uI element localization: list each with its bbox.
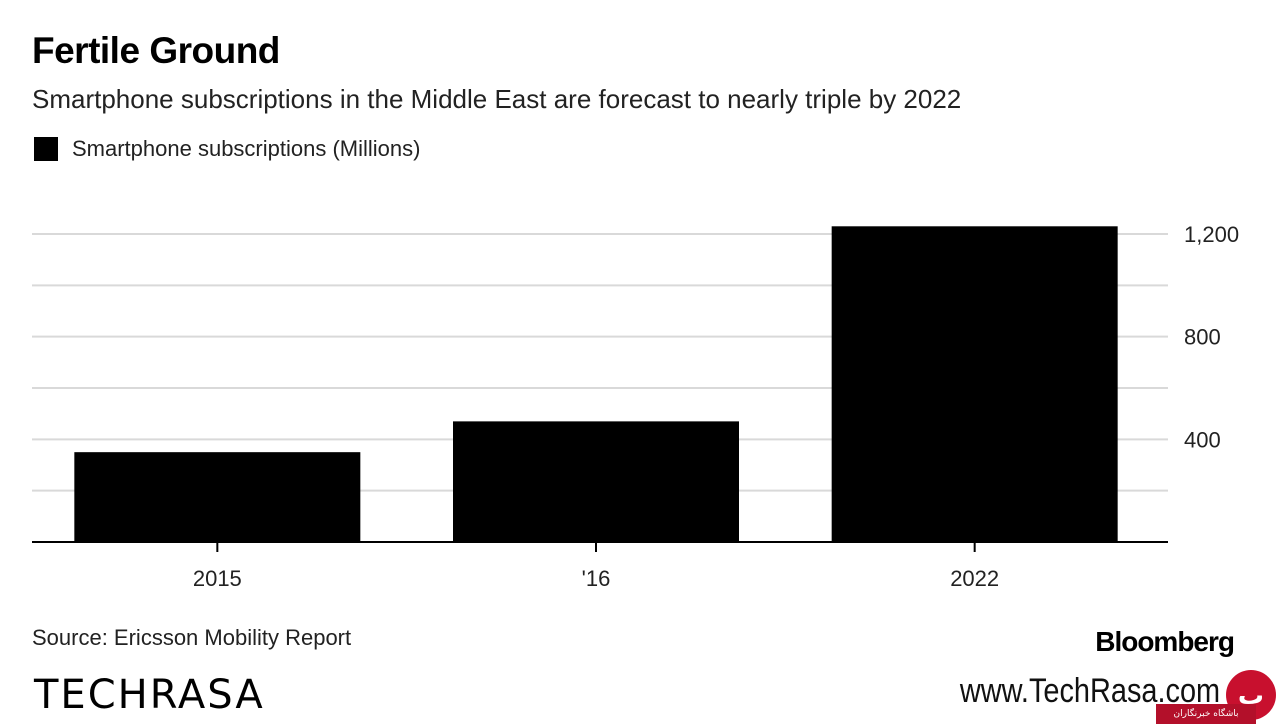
techrasa-logo: TECHRASA (34, 672, 265, 718)
x-tick-label: '16 (582, 566, 611, 591)
x-tick-label: 2015 (193, 566, 242, 591)
legend: Smartphone subscriptions (Millions) (34, 136, 420, 162)
y-tick-label: 800 (1184, 325, 1221, 350)
badge-label: باشگاه خبرنگاران (1156, 704, 1256, 724)
x-tick-label: 2022 (950, 566, 999, 591)
source-note: Source: Ericsson Mobility Report (32, 625, 352, 650)
bar (74, 452, 361, 542)
y-tick-label: 1,200 (1184, 222, 1239, 247)
bloomberg-logo: Bloomberg (1095, 626, 1235, 657)
y-tick-label: 400 (1184, 427, 1221, 452)
legend-label: Smartphone subscriptions (Millions) (72, 136, 421, 161)
watermark-url: www.TechRasa.com (959, 672, 1220, 710)
legend-swatch (34, 137, 58, 161)
bar (453, 421, 739, 542)
news-badge: ب باشگاه خبرنگاران (1156, 670, 1280, 724)
chart-subtitle: Smartphone subscriptions in the Middle E… (32, 84, 962, 114)
chart-title: Fertile Ground (32, 30, 280, 71)
bar (831, 226, 1118, 543)
